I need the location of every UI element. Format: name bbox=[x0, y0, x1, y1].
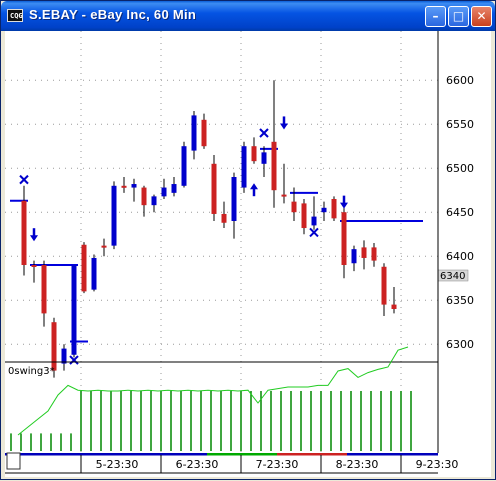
y-tick-label: 6350 bbox=[446, 294, 474, 307]
title-bar[interactable]: CQG S.EBAY - eBay Inc, 60 Min – □ ✕ bbox=[1, 1, 495, 31]
candle-up bbox=[241, 146, 247, 188]
candle-down bbox=[361, 247, 367, 258]
x-marker-stroke bbox=[309, 227, 319, 238]
x-tick-label: 6-23:30 bbox=[176, 458, 219, 471]
x-marker-icon bbox=[69, 355, 79, 365]
candle-down bbox=[271, 141, 277, 191]
candle-down bbox=[331, 199, 337, 219]
candle-down bbox=[211, 163, 217, 214]
candle-up bbox=[61, 348, 67, 364]
candle-down bbox=[281, 194, 287, 197]
x-marker-icon bbox=[309, 227, 319, 238]
price-chart[interactable]: 6300 6350 6400 6450 6500 6550 6600 6340 0swing… bbox=[5, 31, 491, 477]
candle-up bbox=[91, 257, 97, 290]
x-marker-stroke bbox=[19, 174, 29, 185]
candle-down bbox=[291, 201, 297, 213]
chart-frame: 6300 6350 6400 6450 6500 6550 6600 6340 0swing… bbox=[5, 31, 491, 477]
x-marker-icon bbox=[19, 174, 29, 185]
arrow-down-icon bbox=[30, 228, 38, 242]
grid-lines bbox=[5, 31, 438, 453]
time-axis-stripe bbox=[207, 453, 277, 456]
indicator-line bbox=[17, 346, 409, 436]
candle-down bbox=[101, 245, 107, 248]
candle-up bbox=[111, 185, 117, 246]
candle-down bbox=[121, 185, 127, 188]
y-tick-label: 6550 bbox=[446, 118, 474, 131]
candle-down bbox=[81, 244, 87, 292]
candle-down bbox=[201, 119, 207, 147]
candle-down bbox=[31, 265, 37, 267]
candle-up bbox=[191, 115, 197, 151]
x-tick-label: 8-23:30 bbox=[336, 458, 379, 471]
candle-down bbox=[221, 213, 227, 223]
arrow-down-icon bbox=[280, 116, 288, 130]
candle-down bbox=[381, 266, 387, 305]
candle-up bbox=[321, 207, 327, 213]
candle-down bbox=[341, 212, 347, 265]
arrow-up-icon bbox=[250, 183, 258, 197]
maximize-button[interactable]: □ bbox=[448, 6, 469, 27]
x-marker-stroke bbox=[259, 128, 269, 138]
candle-down bbox=[371, 247, 377, 261]
y-tick-label: 6300 bbox=[446, 338, 474, 351]
candle-up bbox=[231, 177, 237, 221]
candle-down bbox=[141, 187, 147, 206]
app-icon[interactable]: CQG bbox=[7, 9, 23, 22]
arrow-down-icon bbox=[340, 195, 348, 209]
candle-up bbox=[261, 152, 267, 164]
candle-down bbox=[391, 304, 397, 309]
candle-up bbox=[181, 146, 187, 186]
minimize-button[interactable]: – bbox=[425, 6, 446, 27]
x-marker-icon bbox=[259, 128, 269, 138]
y-tick-label: 6450 bbox=[446, 206, 474, 219]
chart-background bbox=[5, 31, 491, 477]
candle-down bbox=[41, 265, 47, 314]
last-price-label: 6340 bbox=[440, 271, 465, 282]
candle-up bbox=[311, 216, 317, 226]
candle-up bbox=[131, 184, 137, 188]
x-tick-label: 7-23:30 bbox=[256, 458, 299, 471]
y-tick-label: 6500 bbox=[446, 162, 474, 175]
maximize-icon: □ bbox=[452, 9, 465, 23]
x-marker-stroke bbox=[69, 355, 79, 365]
candle-up bbox=[71, 265, 77, 355]
close-icon: ✕ bbox=[476, 9, 487, 23]
last-price-tag: 6340 bbox=[437, 269, 469, 282]
time-axis-bg bbox=[5, 455, 438, 477]
app-icon-label: CQG bbox=[10, 12, 23, 20]
close-button[interactable]: ✕ bbox=[471, 6, 492, 27]
price-axis: 6300 6350 6400 6450 6500 6550 6600 bbox=[446, 74, 474, 351]
swing-indicator bbox=[10, 346, 412, 451]
time-axis-stripe bbox=[277, 453, 347, 456]
y-tick-label: 6400 bbox=[446, 250, 474, 263]
candle-down bbox=[251, 146, 257, 162]
arrow-head bbox=[340, 202, 348, 209]
candle-down bbox=[301, 203, 307, 229]
y-tick-label: 6600 bbox=[446, 74, 474, 87]
candle-up bbox=[151, 196, 157, 206]
indicator-label: 0swing3* bbox=[8, 366, 55, 377]
candle-up bbox=[351, 249, 357, 264]
x-tick-label: 9-23:30 bbox=[416, 458, 459, 471]
x-tick-label: 5-23:30 bbox=[96, 458, 139, 471]
candle-up bbox=[161, 187, 167, 197]
arrow-head bbox=[280, 123, 288, 130]
arrow-head bbox=[250, 183, 258, 190]
signal-markers bbox=[19, 116, 348, 365]
arrow-head bbox=[30, 235, 38, 242]
candle-down bbox=[51, 322, 57, 371]
candlesticks bbox=[21, 80, 397, 378]
minimize-icon: – bbox=[432, 9, 439, 23]
candle-down bbox=[21, 200, 27, 265]
candle-up bbox=[171, 184, 177, 193]
scroll-box[interactable] bbox=[6, 452, 21, 470]
window-title: S.EBAY - eBay Inc, 60 Min bbox=[29, 7, 197, 22]
time-axis: 5-23:30 6-23:30 7-23:30 8-23:30 9-23:30 bbox=[5, 453, 458, 477]
